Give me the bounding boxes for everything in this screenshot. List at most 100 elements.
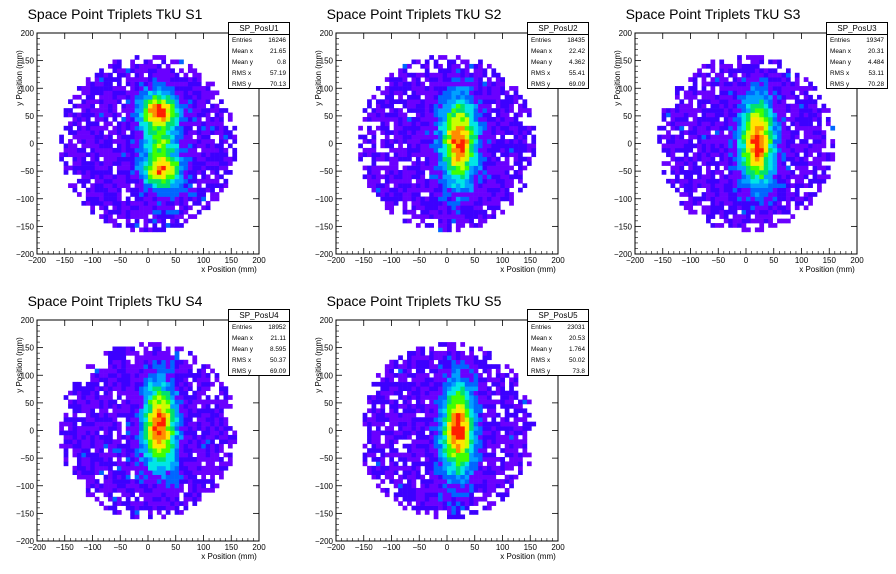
heatmap-bin	[803, 161, 809, 166]
heatmap-bin	[148, 99, 153, 105]
heatmap-bin	[134, 63, 140, 69]
heatmap-bin	[411, 103, 417, 109]
heatmap-bin	[402, 183, 408, 188]
heatmap-bin	[504, 116, 510, 122]
heatmap-bin	[451, 81, 457, 87]
heatmap-bin	[380, 143, 386, 149]
heatmap-bin	[187, 439, 193, 445]
heatmap-bin	[714, 72, 720, 78]
stats-label: RMS y	[531, 81, 551, 88]
heatmap-bin	[125, 470, 131, 475]
heatmap-bin	[407, 170, 412, 175]
heatmap-bin	[125, 434, 131, 440]
heatmap-bin	[156, 130, 162, 135]
heatmap-bin	[232, 434, 238, 440]
heatmap-bin	[116, 200, 122, 206]
heatmap-bin	[232, 439, 238, 445]
heatmap-bin	[179, 183, 184, 188]
heatmap-bin	[763, 86, 769, 91]
heatmap-bin	[139, 452, 144, 458]
heatmap-bin	[732, 108, 738, 113]
heatmap-bin	[469, 170, 474, 175]
heatmap-bin	[728, 90, 733, 96]
heatmap-bin	[183, 130, 189, 135]
heatmap-bin	[170, 99, 175, 105]
heatmap-bin	[763, 90, 769, 96]
heatmap-bin	[518, 134, 523, 140]
heatmap-bin	[99, 147, 104, 153]
heatmap-bin	[192, 77, 198, 82]
heatmap-bin	[99, 434, 104, 440]
heatmap-bin	[143, 457, 149, 462]
x-tick-label: −200	[626, 256, 645, 265]
heatmap-bin	[210, 116, 215, 122]
heatmap-bin	[661, 116, 667, 122]
heatmap-bin	[156, 143, 162, 149]
heatmap-bin	[68, 417, 73, 422]
heatmap-bin	[219, 421, 224, 427]
heatmap-bin	[371, 134, 377, 140]
heatmap-bin	[486, 192, 492, 197]
heatmap-bin	[393, 187, 399, 193]
heatmap-bin	[371, 452, 377, 458]
heatmap-bin	[210, 165, 215, 171]
heatmap-bin	[165, 461, 171, 467]
heatmap-bin	[170, 77, 175, 82]
heatmap-bin	[746, 112, 751, 118]
heatmap-bin	[139, 112, 144, 118]
heatmap-bin	[125, 147, 131, 153]
heatmap-bin	[219, 125, 224, 131]
heatmap-bin	[183, 474, 189, 480]
heatmap-bin	[63, 143, 69, 149]
heatmap-bin	[759, 223, 765, 228]
heatmap-bin	[139, 187, 144, 193]
heatmap-bin	[469, 147, 474, 153]
heatmap-bin	[227, 403, 233, 409]
heatmap-bin	[125, 412, 131, 418]
heatmap-bin	[398, 152, 403, 158]
heatmap-bin	[170, 59, 175, 65]
heatmap-bin	[737, 218, 742, 224]
heatmap-bin	[125, 448, 131, 453]
heatmap-bin	[451, 161, 457, 166]
heatmap-bin	[719, 152, 725, 158]
heatmap-bin	[219, 417, 224, 422]
heatmap-bin	[464, 183, 470, 188]
heatmap-bin	[777, 94, 782, 100]
heatmap-bin	[94, 134, 100, 140]
heatmap-bin	[219, 408, 224, 414]
heatmap-bin	[754, 192, 760, 197]
heatmap-bin	[139, 121, 144, 127]
heatmap-bin	[85, 161, 91, 166]
heatmap-bin	[152, 403, 158, 409]
heatmap-bin	[85, 479, 91, 484]
heatmap-bin	[134, 134, 140, 140]
heatmap-bin	[526, 143, 532, 149]
heatmap-bin	[701, 125, 707, 131]
heatmap-bin	[728, 156, 733, 162]
heatmap-bin	[531, 152, 537, 158]
heatmap-bin	[380, 386, 386, 392]
heatmap-bin	[442, 170, 448, 175]
heatmap-bin	[750, 200, 756, 206]
heatmap-bin	[183, 103, 189, 109]
heatmap-bin	[63, 443, 69, 449]
heatmap-bin	[407, 94, 412, 100]
heatmap-bin	[227, 112, 233, 118]
heatmap-bin	[808, 116, 813, 122]
heatmap-bin	[389, 443, 395, 449]
heatmap-bin	[165, 430, 171, 436]
heatmap-bin	[741, 223, 747, 228]
heatmap-bin	[68, 390, 73, 396]
histogram-panel-s1: −200 −200 −150 −150 −100 −100 −50 −50 0 0 50 50 100 1…	[0, 0, 298, 287]
stats-row-rms-x: RMS x 53.11	[827, 68, 887, 79]
heatmap-bin	[375, 108, 381, 113]
heatmap-bin	[156, 487, 162, 493]
heatmap-bin	[737, 205, 742, 211]
heatmap-bin	[152, 408, 158, 414]
heatmap-bin	[103, 174, 109, 180]
heatmap-bin	[746, 161, 751, 166]
heatmap-bin	[134, 373, 140, 378]
heatmap-bin	[156, 77, 162, 82]
heatmap-bin	[478, 214, 483, 219]
